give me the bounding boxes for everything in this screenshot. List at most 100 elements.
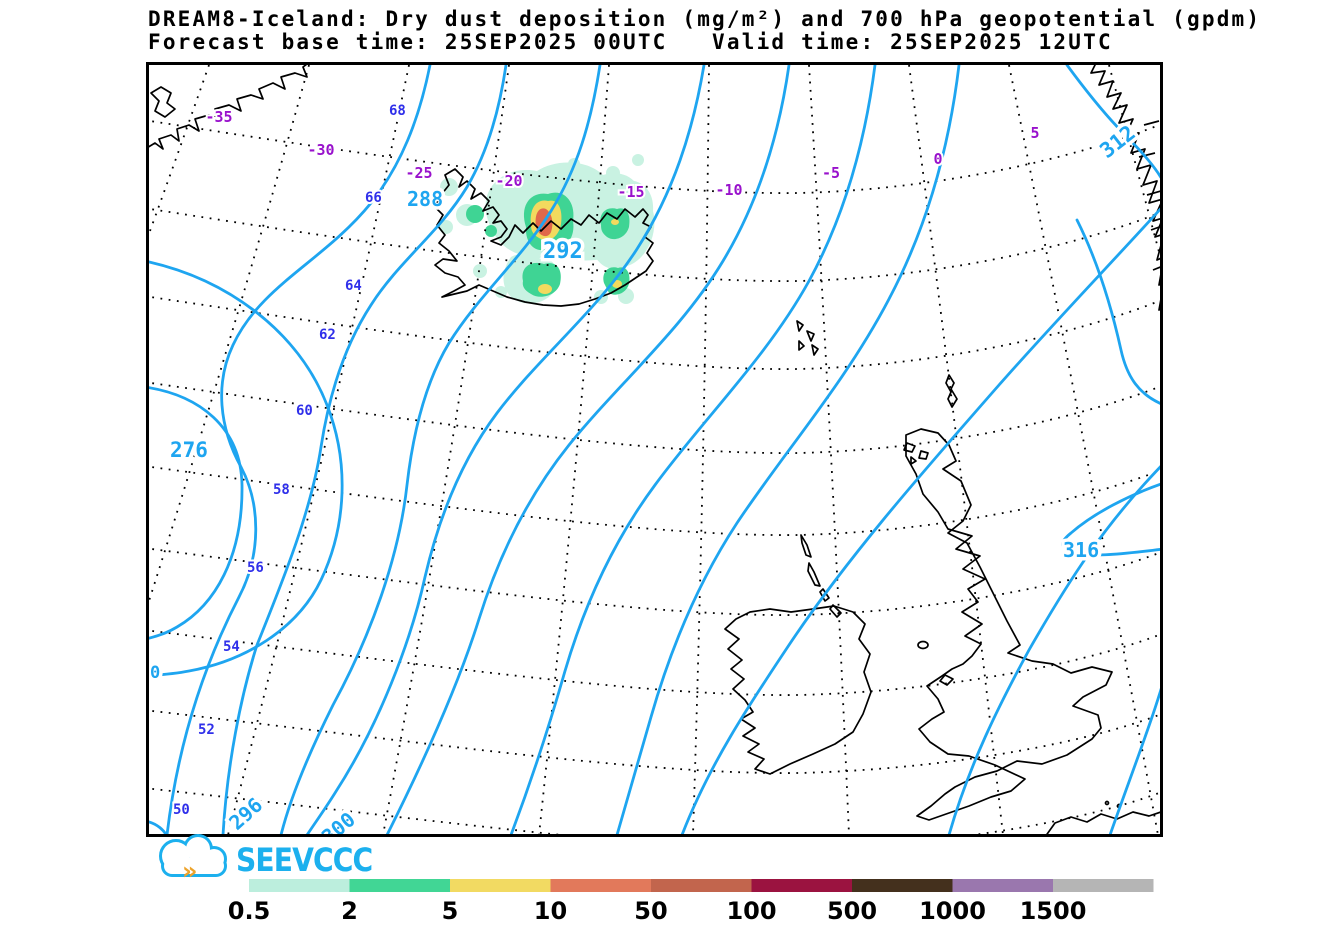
dust-light-spot xyxy=(632,154,644,166)
map-canvas: 276 0 288 292 296 300 312 316 -35 -30 -2… xyxy=(149,65,1160,834)
scale-tick-1500: 1500 xyxy=(1020,897,1087,925)
dust-light-spot xyxy=(439,220,453,234)
lon-label--10: -10 xyxy=(715,181,742,199)
scale-segment-1500-plus xyxy=(1053,879,1154,892)
cloud-arrow-icon: » xyxy=(182,857,198,882)
lon-label--15: -15 xyxy=(617,183,644,201)
lat-label-56: 56 xyxy=(247,560,264,576)
coastline-france xyxy=(1046,811,1160,834)
deposition-color-scale: 0.5 2 5 10 50 100 500 1000 1500 xyxy=(228,879,1154,925)
dust-yellow-spot xyxy=(538,284,552,294)
lat-label-68: 68 xyxy=(389,103,406,119)
scale-segment-50-100 xyxy=(651,879,752,892)
contour-label-288: 288 xyxy=(407,187,443,211)
contour-label-276: 276 xyxy=(170,438,208,462)
contour-unlabeled xyxy=(149,207,1160,834)
lon-label-0: 0 xyxy=(933,150,942,168)
contour-304 xyxy=(509,65,877,834)
chart-title: DREAM8-Iceland: Dry dust deposition (mg/… xyxy=(148,8,1261,54)
islands-faroe xyxy=(796,320,819,356)
color-scale-tick-labels: 0.5 2 5 10 50 100 500 1000 1500 xyxy=(228,897,1087,925)
chart-title-line2: Forecast base time: 25SEP2025 00UTC Vali… xyxy=(148,30,1113,54)
lat-label-58: 58 xyxy=(273,482,290,498)
contour-300 xyxy=(385,65,791,834)
lat-label-60: 60 xyxy=(296,403,313,419)
lon-label--30: -30 xyxy=(307,141,334,159)
islands-shetland xyxy=(945,374,958,408)
contour-label-296: 296 xyxy=(224,793,267,834)
dust-light-spot xyxy=(606,166,620,180)
coastline-greenland xyxy=(149,65,308,150)
scale-segment-0.5-2 xyxy=(249,879,350,892)
lon-label--20: -20 xyxy=(495,172,522,190)
scale-segment-500-1000 xyxy=(852,879,953,892)
coastline-great-britain xyxy=(905,428,1113,821)
contour-308 xyxy=(615,65,961,834)
island-anglesey xyxy=(939,674,954,686)
coastline-norway-fjords xyxy=(1138,120,1160,271)
lat-label-54: 54 xyxy=(223,639,240,655)
longitude-labels: -35 -30 -25 -20 -15 -10 -5 0 5 xyxy=(203,106,1041,203)
coastline-ireland xyxy=(724,605,872,775)
lat-label-66: 66 xyxy=(365,190,382,206)
scale-tick-0.5: 0.5 xyxy=(228,897,271,925)
scale-segment-2-5 xyxy=(349,879,450,892)
dust-green-spot xyxy=(466,205,484,223)
scale-tick-50: 50 xyxy=(634,897,667,925)
scale-segment-10-50 xyxy=(550,879,651,892)
contour-284 xyxy=(165,65,432,834)
island-channel xyxy=(1104,800,1110,806)
lat-label-62: 62 xyxy=(319,327,336,343)
lat-label-50: 50 xyxy=(173,802,190,818)
lon-label--5: -5 xyxy=(822,164,840,182)
cloud-icon-fill xyxy=(162,837,224,874)
contour-316-pocket xyxy=(1061,482,1160,557)
dust-yellow-spot xyxy=(611,219,619,225)
contour-label-316: 316 xyxy=(1063,538,1099,562)
scale-segment-5-10 xyxy=(450,879,551,892)
coastline-greenland-island xyxy=(150,86,176,118)
lon-label-5: 5 xyxy=(1030,124,1039,142)
contour-312 xyxy=(1065,65,1160,179)
contour-288 xyxy=(221,65,508,834)
scale-tick-2: 2 xyxy=(341,897,358,925)
seevccc-logo: » SEEVCCC xyxy=(159,834,373,882)
scale-tick-5: 5 xyxy=(442,897,459,925)
chart-title-line1: DREAM8-Iceland: Dry dust deposition (mg/… xyxy=(148,7,1262,31)
coastlines xyxy=(149,65,1160,834)
contour-276 xyxy=(149,386,244,640)
lat-label-64: 64 xyxy=(345,278,362,294)
contour-296 xyxy=(305,65,706,834)
lat-label-52: 52 xyxy=(198,722,215,738)
color-scale-segments xyxy=(249,879,1154,892)
dust-green-spot xyxy=(485,225,497,237)
contour-292 xyxy=(279,65,602,834)
latitude-labels: 68 66 64 62 60 58 56 54 52 50 xyxy=(171,101,408,820)
graticule-meridians xyxy=(149,65,1160,834)
contour-label-312: 312 xyxy=(1095,121,1140,163)
islands-orkney xyxy=(903,442,929,465)
scale-tick-500: 500 xyxy=(827,897,877,925)
contour-280 xyxy=(149,260,344,678)
scale-segment-100-500 xyxy=(751,879,852,892)
coastline-iceland xyxy=(434,168,654,307)
graticule-parallels xyxy=(149,119,1160,834)
island-isle-of-man xyxy=(917,640,929,650)
scale-tick-1000: 1000 xyxy=(919,897,986,925)
dust-light-spot xyxy=(473,264,487,278)
map-frame: 276 0 288 292 296 300 312 316 -35 -30 -2… xyxy=(146,62,1163,837)
scale-tick-100: 100 xyxy=(726,897,776,925)
coastline-norway xyxy=(1090,65,1160,311)
scale-tick-10: 10 xyxy=(534,897,567,925)
scale-segment-1000-1500 xyxy=(952,879,1053,892)
lon-label--35: -35 xyxy=(205,108,232,126)
logo-text: SEEVCCC xyxy=(236,842,372,879)
lon-label--25: -25 xyxy=(405,164,432,182)
graticule xyxy=(149,65,1160,834)
contour-label-280-partial: 0 xyxy=(150,663,160,683)
contour-312-norway xyxy=(1075,218,1160,405)
islands-hebrides xyxy=(800,534,842,618)
contour-label-292: 292 xyxy=(543,239,583,264)
geopotential-contours xyxy=(149,65,1160,834)
